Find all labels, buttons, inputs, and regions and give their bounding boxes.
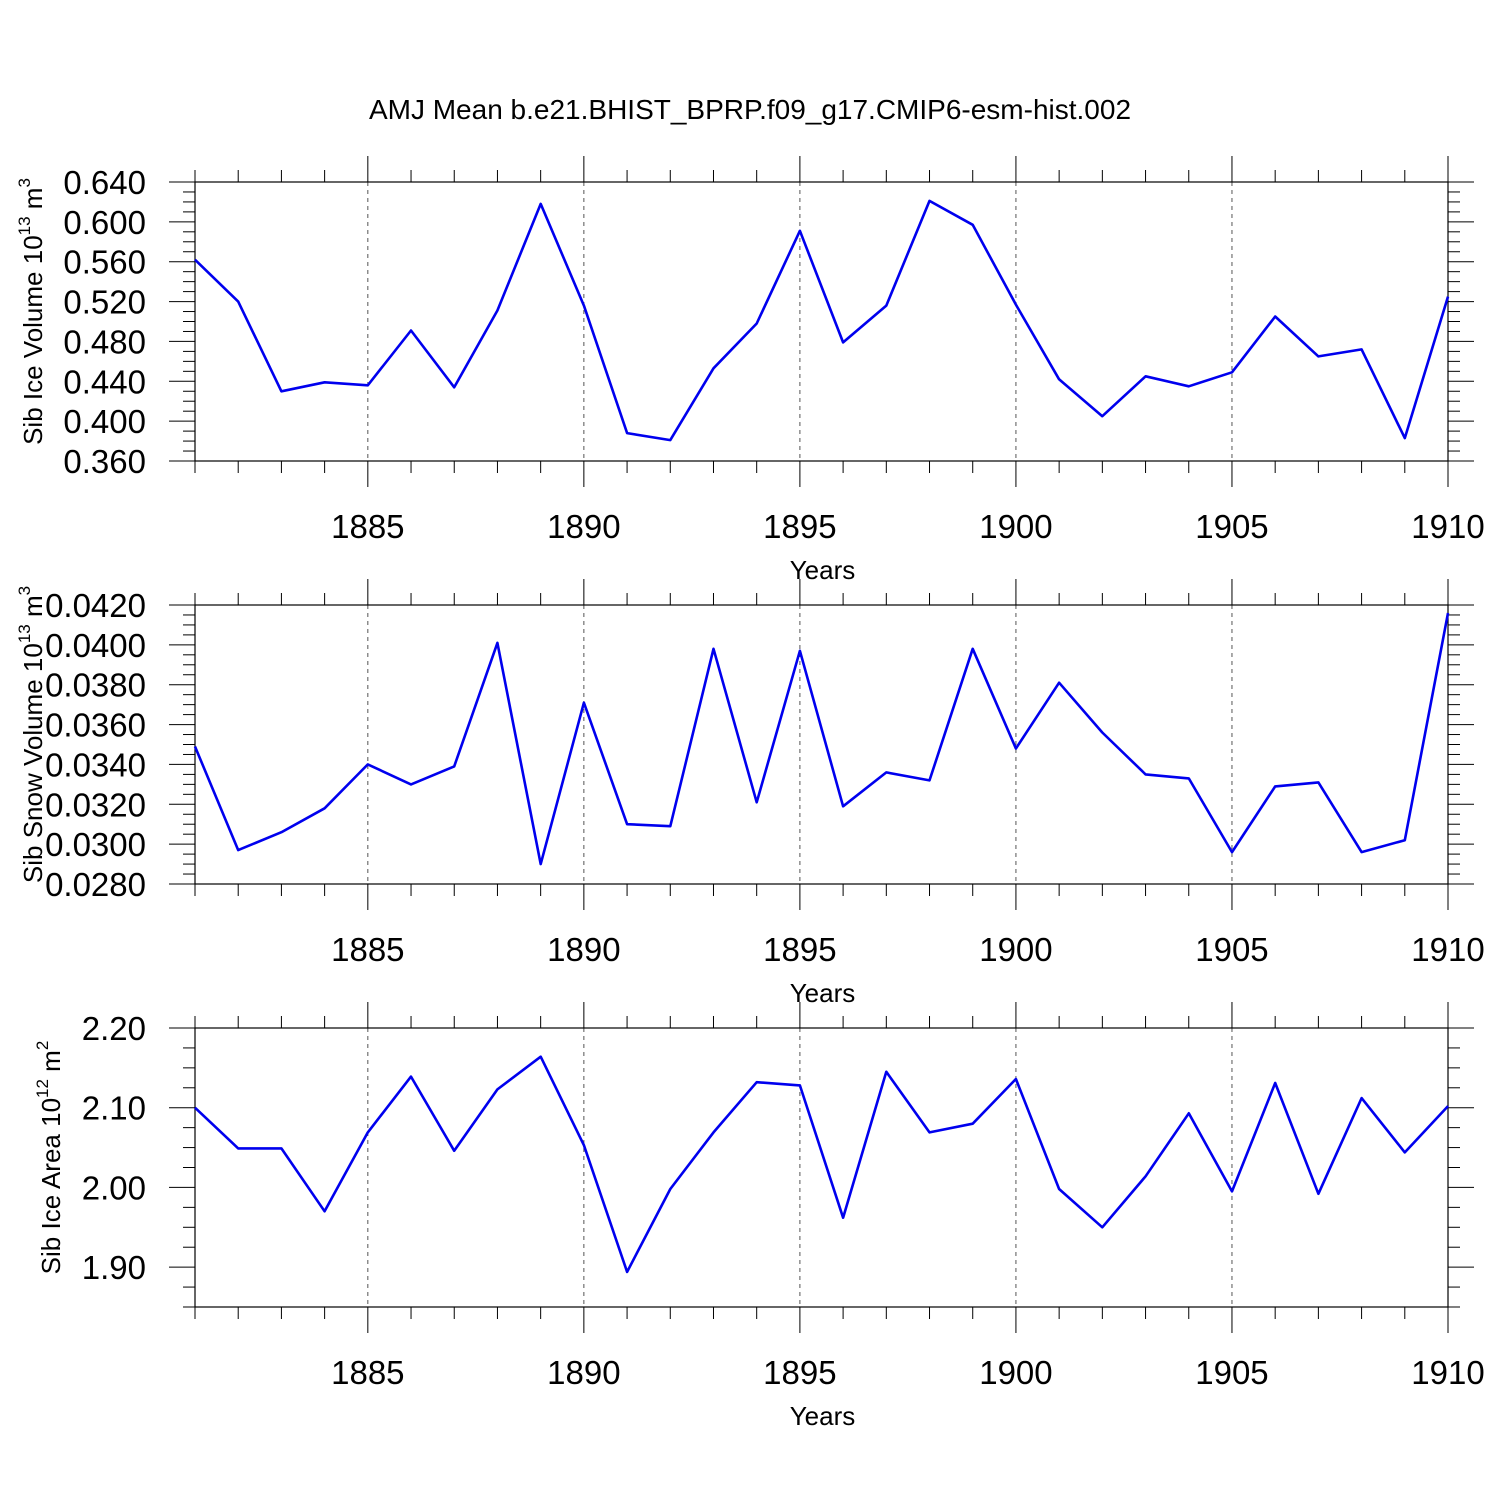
x-tick-label: 1890 [547, 931, 620, 968]
y-axis-label-unit: m [36, 1050, 66, 1079]
x-axis-label: Years [790, 978, 856, 1008]
y-tick-label: 0.0280 [45, 866, 146, 903]
y-tick-label: 0.0300 [45, 826, 146, 863]
panel-1: 0.3600.4000.4400.4800.5200.5600.6000.640… [15, 156, 1485, 585]
y-axis-label-exponent: 12 [33, 1079, 52, 1098]
y-axis-label-unit-exponent: 3 [15, 178, 34, 187]
y-tick-label: 2.10 [82, 1090, 146, 1127]
y-tick-label: 0.440 [63, 363, 146, 400]
y-axis-label: Sib Ice Volume 1013 m3 [15, 178, 48, 445]
y-axis-label-exponent: 13 [15, 216, 34, 235]
x-tick-label: 1905 [1195, 508, 1268, 545]
x-axis-label: Years [790, 1401, 856, 1431]
y-tick-label: 0.0420 [45, 587, 146, 624]
plot-frame [194, 604, 1449, 885]
x-tick-label: 1910 [1411, 508, 1484, 545]
series-line [194, 1055, 1449, 1274]
y-axis-label-unit: m [18, 188, 48, 217]
series-line [194, 199, 1450, 442]
y-tick-label: 1.90 [82, 1249, 146, 1286]
x-tick-label: 1910 [1411, 931, 1484, 968]
x-tick-label: 1900 [979, 931, 1052, 968]
x-tick-label: 1890 [547, 508, 620, 545]
y-axis-label-main: Sib Ice Volume 10 [18, 235, 48, 445]
plot-frame [194, 1027, 1449, 1308]
x-tick-label: 1900 [979, 508, 1052, 545]
y-tick-label: 0.360 [63, 443, 146, 480]
x-tick-label: 1885 [331, 1354, 404, 1391]
y-tick-label: 0.0340 [45, 746, 146, 783]
y-axis-label-main: Sib Snow Volume 10 [18, 643, 48, 883]
x-tick-label: 1900 [979, 1354, 1052, 1391]
y-tick-label: 0.0380 [45, 667, 146, 704]
y-tick-label: 0.0320 [45, 786, 146, 823]
y-tick-label: 0.480 [63, 323, 146, 360]
x-tick-label: 1895 [763, 508, 836, 545]
y-tick-label: 0.0400 [45, 627, 146, 664]
y-axis-label-exponent: 13 [15, 624, 34, 643]
panels: 0.3600.4000.4400.4800.5200.5600.6000.640… [15, 156, 1485, 1431]
x-axis-label: Years [790, 555, 856, 585]
y-axis-label: Sib Snow Volume 1013 m3 [15, 586, 48, 883]
x-tick-label: 1895 [763, 931, 836, 968]
y-tick-label: 0.560 [63, 244, 146, 281]
y-axis-label-main: Sib Ice Area 10 [36, 1098, 66, 1274]
y-axis-label-unit: m [18, 595, 48, 624]
x-tick-label: 1895 [763, 1354, 836, 1391]
chart-title: AMJ Mean b.e21.BHIST_BPRP.f09_g17.CMIP6-… [369, 94, 1131, 125]
panel-2: 0.02800.03000.03200.03400.03600.03800.04… [15, 579, 1485, 1008]
x-tick-label: 1905 [1195, 931, 1268, 968]
series-line [193, 612, 1450, 866]
y-tick-label: 0.640 [63, 164, 146, 201]
x-tick-label: 1905 [1195, 1354, 1268, 1391]
x-tick-label: 1885 [331, 931, 404, 968]
y-tick-label: 0.0360 [45, 707, 146, 744]
y-tick-label: 0.520 [63, 284, 146, 321]
y-tick-label: 0.600 [63, 204, 146, 241]
y-axis-label: Sib Ice Area 1012 m2 [33, 1041, 66, 1275]
y-tick-label: 2.00 [82, 1169, 146, 1206]
y-axis-label-unit-exponent: 3 [15, 586, 34, 595]
x-tick-label: 1885 [331, 508, 404, 545]
y-axis-label-unit-exponent: 2 [33, 1041, 52, 1050]
x-tick-label: 1910 [1411, 1354, 1484, 1391]
plot-frame [194, 181, 1449, 462]
panel-3: 1.90 2.00 2.10 2.20 1885 1890 1895 1900 1905 1910… [33, 1002, 1485, 1431]
y-tick-label: 0.400 [63, 403, 146, 440]
x-tick-label: 1890 [547, 1354, 620, 1391]
y-tick-label: 2.20 [82, 1010, 146, 1047]
